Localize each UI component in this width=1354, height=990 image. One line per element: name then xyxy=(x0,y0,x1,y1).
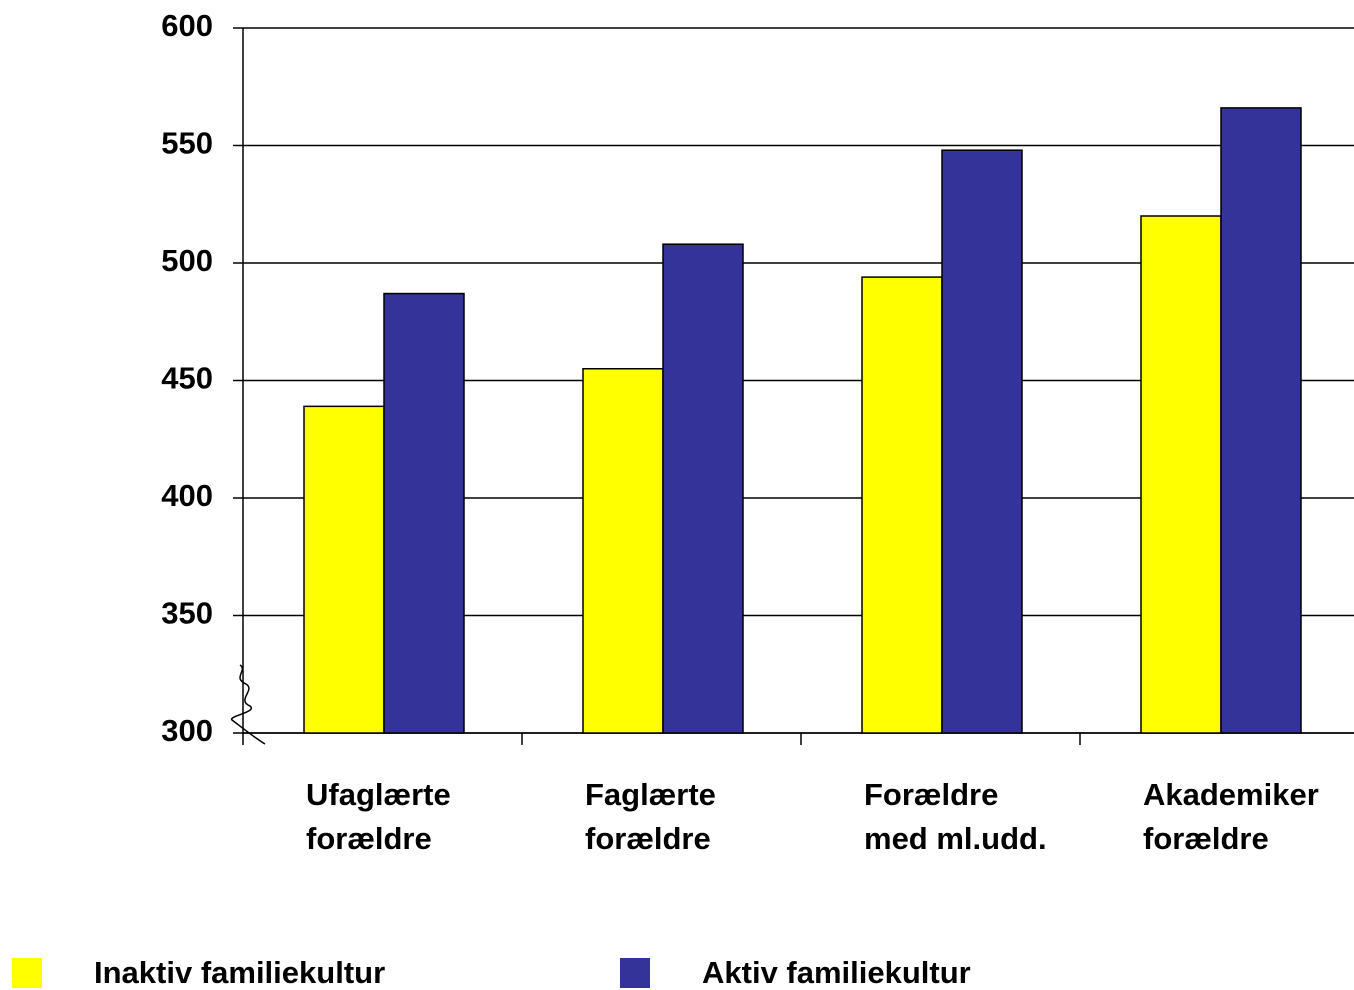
legend-label: Inaktiv familiekultur xyxy=(94,955,385,990)
legend-swatch xyxy=(12,958,42,988)
x-tick-label: Ufaglærte forældre xyxy=(306,777,451,856)
axis-break xyxy=(231,664,266,745)
x-tick-label-line: Akademiker xyxy=(1143,777,1319,812)
legend-swatch xyxy=(620,958,650,988)
x-tick-label: Faglærte forældre xyxy=(585,777,716,856)
x-tick-label-line: Ufaglærte xyxy=(306,777,451,812)
x-tick-label: Forældre med ml.udd. xyxy=(864,777,1047,856)
bar xyxy=(941,149,1023,734)
y-tick-label: 450 xyxy=(161,361,213,396)
x-tick-label-line: forældre xyxy=(306,821,432,856)
x-tick-label: Akademiker forældre xyxy=(1143,777,1319,856)
y-tick-label: 550 xyxy=(161,126,213,161)
x-tick-label-line: forældre xyxy=(585,821,711,856)
bar xyxy=(1140,215,1222,734)
legend-label: Aktiv familiekultur xyxy=(702,955,971,990)
bar xyxy=(1220,107,1302,734)
y-tick-label: 350 xyxy=(161,596,213,631)
bar xyxy=(662,243,744,734)
x-tick-label-line: med ml.udd. xyxy=(864,821,1047,856)
bar xyxy=(303,405,385,734)
x-tick-label-line: Forældre xyxy=(864,777,998,812)
bar xyxy=(861,276,943,734)
y-tick-label: 600 xyxy=(161,8,213,43)
bar xyxy=(383,292,465,734)
y-tick-label: 400 xyxy=(161,478,213,513)
x-tick-label-line: Faglærte xyxy=(585,777,716,812)
y-tick-label: 500 xyxy=(161,243,213,278)
y-tick-label: 300 xyxy=(161,713,213,748)
bar xyxy=(582,368,664,734)
x-tick-label-line: forældre xyxy=(1143,821,1269,856)
